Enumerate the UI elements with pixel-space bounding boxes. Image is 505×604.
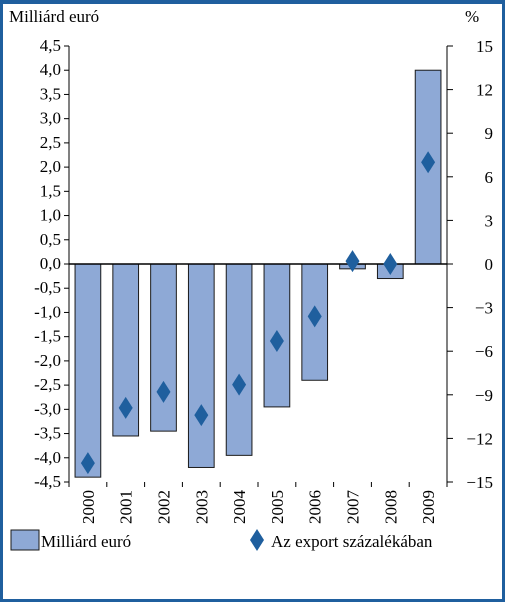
diamond-marker bbox=[345, 250, 360, 273]
left-tick-label: 1,0 bbox=[40, 206, 61, 225]
category-label: 2008 bbox=[381, 490, 400, 524]
left-tick-label: -4,0 bbox=[34, 448, 61, 467]
left-tick-label: 4,0 bbox=[40, 60, 61, 79]
left-tick-label: 2,5 bbox=[40, 133, 61, 152]
bar bbox=[225, 263, 253, 456]
right-tick-label: 15 bbox=[476, 37, 493, 56]
left-tick-label: 0,5 bbox=[40, 230, 61, 249]
legend: Milliárd euró Az export százalékában bbox=[10, 529, 433, 551]
right-tick-label: −3 bbox=[475, 299, 493, 318]
category-label: 2003 bbox=[192, 490, 211, 524]
bar bbox=[150, 263, 177, 432]
diamond-marker bbox=[194, 404, 209, 427]
left-tick-label: 1,5 bbox=[40, 181, 61, 200]
legend-bar-swatch bbox=[10, 529, 40, 551]
right-tick-label: 6 bbox=[485, 168, 494, 187]
diamond-marker bbox=[232, 373, 247, 396]
category-label: 2006 bbox=[306, 490, 325, 524]
category-label: 2000 bbox=[79, 490, 98, 524]
left-axis-unit-label: Milliárd euró bbox=[9, 7, 99, 26]
left-tick-label: -3,5 bbox=[34, 424, 61, 443]
diamond-marker bbox=[383, 253, 398, 275]
diamond-marker bbox=[269, 330, 284, 353]
right-tick-label: −6 bbox=[475, 342, 493, 361]
legend-bar-label: Milliárd euró bbox=[41, 532, 131, 551]
right-tick-label: 9 bbox=[485, 124, 494, 143]
category-label: 2007 bbox=[344, 490, 363, 525]
left-tick-label: -2,0 bbox=[34, 351, 61, 370]
category-label: 2004 bbox=[230, 490, 249, 525]
category-label: 2001 bbox=[117, 490, 136, 524]
diamond-marker bbox=[118, 396, 133, 419]
right-tick-label: −15 bbox=[466, 473, 493, 492]
legend-marker-label: Az export százalékában bbox=[271, 532, 433, 551]
bar bbox=[74, 263, 102, 478]
diamond-marker bbox=[307, 305, 322, 328]
left-tick-label: 4,5 bbox=[40, 36, 61, 55]
chart-svg: Milliárd euró % 4,5 4,0 3,5 3,0 2,5 2,0 1,5 1,0… bbox=[9, 7, 493, 551]
right-tick-label: 0 bbox=[485, 255, 494, 274]
left-tick-label: -3,0 bbox=[34, 399, 61, 418]
marker-series bbox=[80, 151, 436, 475]
tick-labels: 4,5 4,0 3,5 3,0 2,5 2,0 1,5 1,0 0,5 0,0 -0,5 -1,0 -1… bbox=[34, 36, 493, 524]
right-tick-label: 12 bbox=[476, 81, 493, 100]
right-axis-unit-label: % bbox=[465, 7, 479, 26]
left-tick-label: 0,0 bbox=[40, 254, 61, 273]
left-tick-label: 3,0 bbox=[40, 109, 61, 128]
left-tick-label: -2,5 bbox=[34, 375, 61, 394]
diamond-marker bbox=[421, 151, 436, 174]
left-tick-label: -1,5 bbox=[34, 327, 61, 346]
left-tick-label: 2,0 bbox=[40, 157, 61, 176]
bar bbox=[187, 263, 215, 468]
diamond-marker bbox=[156, 380, 171, 403]
right-tick-label: 3 bbox=[485, 211, 494, 230]
legend-marker-swatch bbox=[250, 529, 264, 551]
right-tick-label: −12 bbox=[466, 429, 493, 448]
left-tick-label: -1,0 bbox=[34, 302, 61, 321]
diamond-marker bbox=[80, 452, 95, 475]
right-tick-label: −9 bbox=[475, 386, 493, 405]
category-label: 2005 bbox=[268, 490, 287, 524]
left-tick-label: -4,5 bbox=[34, 472, 61, 491]
bar-series bbox=[74, 69, 442, 478]
category-label: 2002 bbox=[155, 490, 174, 524]
category-label: 2009 bbox=[419, 490, 438, 524]
left-tick-label: -0,5 bbox=[34, 278, 61, 297]
left-tick-label: 3,5 bbox=[40, 84, 61, 103]
